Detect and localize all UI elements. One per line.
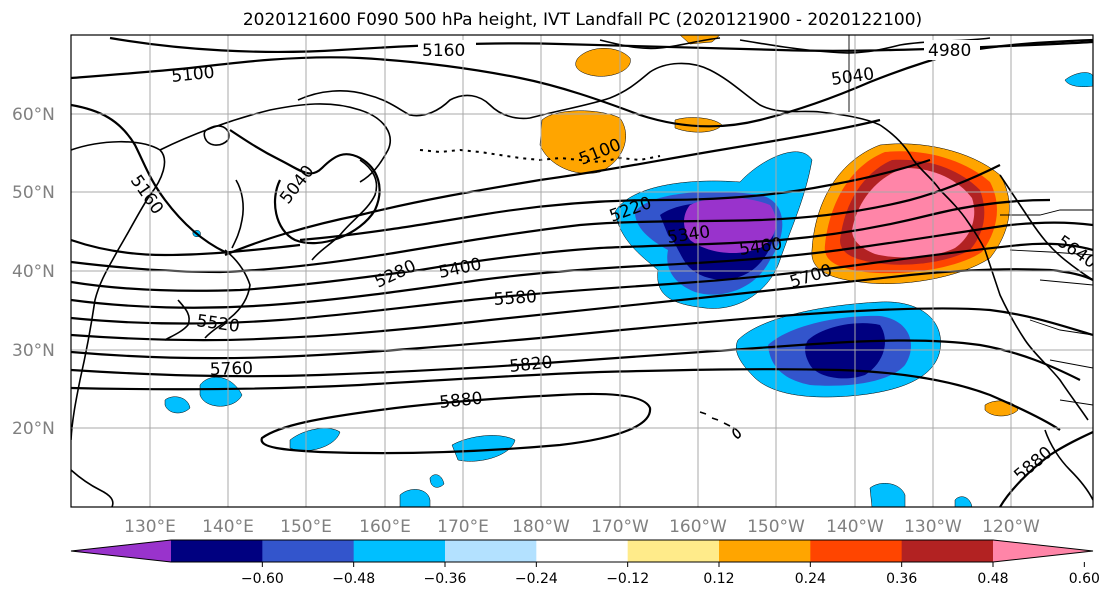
lon-label: 140°E bbox=[202, 517, 254, 537]
contour-label: 5160 bbox=[422, 41, 465, 61]
lat-label: 30°N bbox=[12, 341, 55, 361]
longitude-labels: 130°E 140°E 150°E 160°E 170°E 180°W 170°… bbox=[124, 517, 1040, 537]
colorbar-label: 0.36 bbox=[886, 571, 917, 587]
lon-label: 150°E bbox=[280, 517, 332, 537]
contour-label: 5760 bbox=[209, 358, 253, 379]
colorbar-segment bbox=[901, 540, 994, 562]
colorbar-outline bbox=[70, 539, 1094, 563]
colorbar-label: 0.48 bbox=[977, 571, 1008, 587]
colorbar-label: −0.24 bbox=[515, 571, 558, 587]
colorbar-label: −0.48 bbox=[332, 571, 375, 587]
lon-label: 180°W bbox=[512, 517, 570, 537]
colorbar-label: −0.12 bbox=[606, 571, 649, 587]
lon-label: 160°W bbox=[669, 517, 727, 537]
colorbar-extend-max bbox=[993, 540, 1093, 562]
contour-label: 5820 bbox=[508, 353, 553, 377]
map-title: 2020121600 F090 500 hPa height, IVT Land… bbox=[242, 10, 923, 30]
colorbar-label: −0.36 bbox=[424, 571, 467, 587]
colorbar-segment bbox=[262, 540, 355, 562]
lat-label: 60°N bbox=[12, 105, 55, 125]
lon-label: 140°W bbox=[826, 517, 884, 537]
contour-label: 4980 bbox=[928, 41, 971, 61]
colorbar-segment bbox=[445, 540, 537, 562]
colorbar-segment bbox=[719, 540, 811, 562]
lon-label: 170°E bbox=[437, 517, 489, 537]
colorbar-label: −0.60 bbox=[241, 571, 284, 587]
lon-label: 170°W bbox=[591, 517, 649, 537]
lon-label: 120°W bbox=[982, 517, 1040, 537]
contour-label: 5580 bbox=[493, 287, 538, 310]
lon-label: 160°E bbox=[359, 517, 411, 537]
contour-label: 5880 bbox=[438, 389, 483, 413]
colorbar-label: 0.60 bbox=[1069, 571, 1100, 587]
contour-label: 5100 bbox=[170, 63, 215, 87]
latitude-labels: 60°N 50°N 40°N 30°N 20°N bbox=[12, 105, 55, 439]
colorbar-segment bbox=[627, 540, 720, 562]
colorbar: −0.60 −0.48 −0.36 −0.24 −0.12 0.12 0.24 0.36 0.4… bbox=[70, 539, 1100, 587]
colorbar-segment bbox=[171, 540, 263, 562]
lat-label: 40°N bbox=[12, 262, 55, 282]
lon-label: 150°W bbox=[747, 517, 805, 537]
colorbar-segment bbox=[810, 540, 903, 562]
map-frame bbox=[70, 34, 1094, 508]
colorbar-extend-min bbox=[71, 540, 171, 562]
colorbar-label: 0.12 bbox=[703, 571, 734, 587]
colorbar-segment bbox=[353, 540, 446, 562]
lat-label: 50°N bbox=[12, 183, 55, 203]
height-contours bbox=[71, 36, 1093, 507]
lat-label: 20°N bbox=[12, 419, 55, 439]
political-borders bbox=[848, 35, 1093, 406]
colorbar-label: 0.24 bbox=[795, 571, 826, 587]
lon-label: 130°E bbox=[124, 517, 176, 537]
graticule bbox=[71, 35, 1093, 507]
colorbar-segment bbox=[536, 540, 629, 562]
lon-label: 130°W bbox=[904, 517, 962, 537]
